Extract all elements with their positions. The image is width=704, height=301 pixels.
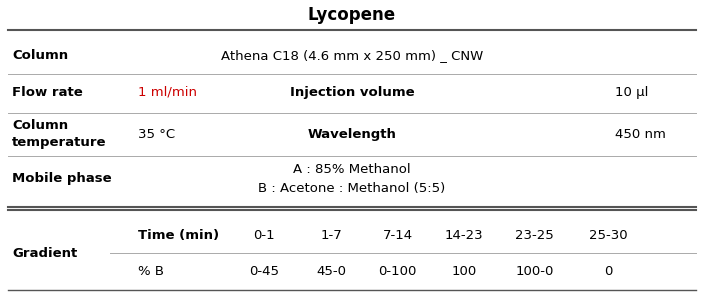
Text: Time (min): Time (min) (138, 229, 219, 242)
Text: 450 nm: 450 nm (615, 128, 666, 141)
Text: 7-14: 7-14 (382, 229, 413, 242)
Text: 1-7: 1-7 (320, 229, 342, 242)
Text: 0-100: 0-100 (378, 265, 417, 278)
Text: 25-30: 25-30 (589, 229, 627, 242)
Text: A : 85% Methanol
B : Acetone : Methanol (5:5): A : 85% Methanol B : Acetone : Methanol … (258, 163, 446, 195)
Text: 100-0: 100-0 (515, 265, 553, 278)
Text: % B: % B (138, 265, 164, 278)
Text: Column
temperature: Column temperature (12, 119, 106, 149)
Text: Athena C18 (4.6 mm x 250 mm) _ CNW: Athena C18 (4.6 mm x 250 mm) _ CNW (221, 48, 483, 62)
Text: 0-45: 0-45 (249, 265, 279, 278)
Text: Lycopene: Lycopene (308, 6, 396, 24)
Text: 0: 0 (604, 265, 612, 278)
Text: Column: Column (12, 48, 68, 62)
Text: 14-23: 14-23 (445, 229, 484, 242)
Text: 45-0: 45-0 (316, 265, 346, 278)
Text: Gradient: Gradient (12, 247, 77, 260)
Text: Injection volume: Injection volume (289, 86, 415, 99)
Text: 100: 100 (451, 265, 477, 278)
Text: 23-25: 23-25 (515, 229, 553, 242)
Text: Wavelength: Wavelength (308, 128, 396, 141)
Text: Flow rate: Flow rate (12, 86, 82, 99)
Text: 1 ml/min: 1 ml/min (138, 86, 197, 99)
Text: 35 °C: 35 °C (138, 128, 175, 141)
Text: Mobile phase: Mobile phase (12, 172, 111, 185)
Text: 10 μl: 10 μl (615, 86, 648, 99)
Text: 0-1: 0-1 (253, 229, 275, 242)
